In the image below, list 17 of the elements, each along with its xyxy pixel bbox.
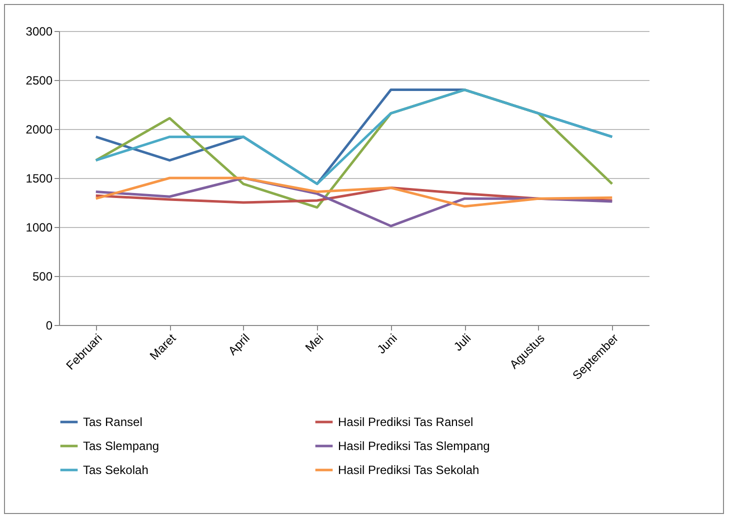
legend-label: Hasil Prediksi Tas Ransel: [338, 415, 474, 429]
y-tick-label: 3000: [26, 24, 53, 38]
x-tick-label: Juli: [450, 331, 474, 354]
y-tick-label: 1500: [26, 172, 53, 186]
legend-label: Hasil Prediksi Tas Sekolah: [338, 463, 480, 477]
legend-label: Tas Sekolah: [83, 463, 148, 477]
legend-label: Tas Ransel: [83, 415, 142, 429]
y-tick-label: 0: [46, 318, 53, 332]
line-series: [94, 176, 614, 208]
y-tick-label: 2500: [26, 74, 53, 88]
y-tick-label: 1000: [26, 220, 53, 234]
x-tick-label: Mei: [302, 331, 326, 355]
y-tick-label: 500: [32, 270, 53, 284]
line-series: [94, 88, 614, 186]
legend-label: Hasil Prediksi Tas Slempang: [338, 439, 490, 453]
legend-label: Tas Slempang: [83, 439, 160, 453]
y-tick-label: 2000: [26, 122, 53, 136]
